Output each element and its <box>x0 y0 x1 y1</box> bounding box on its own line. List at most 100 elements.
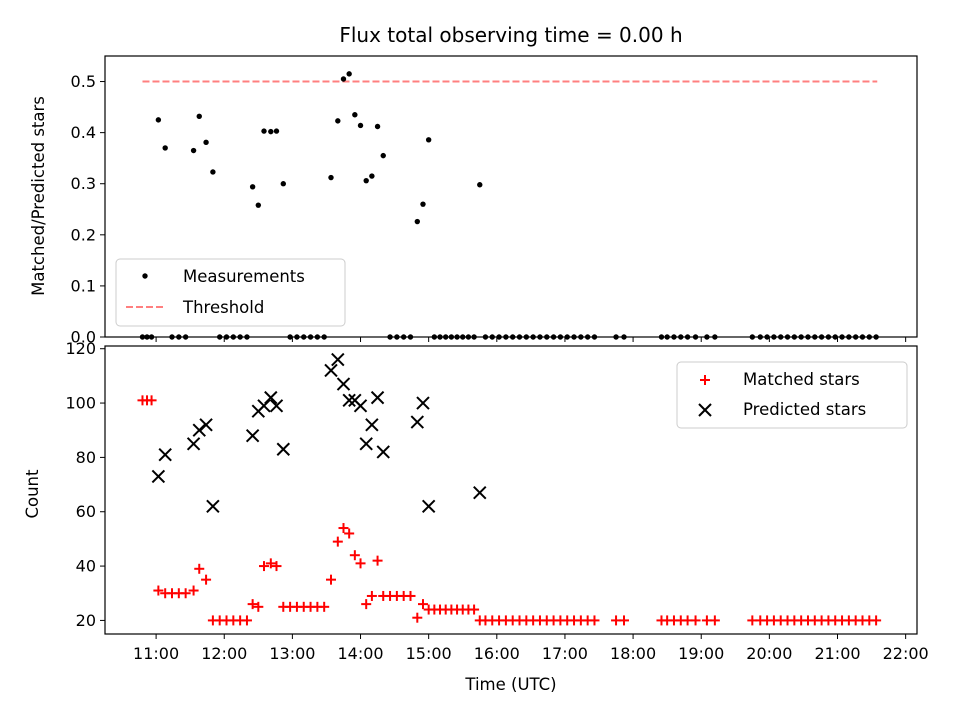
measurement-point <box>162 145 168 151</box>
predicted-star-marker-b <box>473 486 487 500</box>
measurement-point <box>477 182 483 188</box>
predicted-star-marker <box>276 442 291 456</box>
matched-star-marker <box>338 523 349 534</box>
x-tick-label: 14:00 <box>337 644 383 663</box>
measurement-point <box>155 117 162 123</box>
x-tick-label: 18:00 <box>610 644 656 663</box>
predicted-star-marker <box>342 393 356 408</box>
top-y-tick-label: 0.3 <box>71 174 96 193</box>
predicted-star-marker-b <box>276 442 291 456</box>
bottom-plot-area <box>137 352 882 626</box>
chart-title: Flux total observing time = 0.00 h <box>339 23 682 47</box>
bottom-plot-frame <box>104 345 918 635</box>
matched-star-marker <box>258 561 269 572</box>
predicted-star-marker-b <box>336 377 351 391</box>
top-axes: 0.0 0.1 0.2 0.3 0.4 0.5 <box>71 55 918 347</box>
top-y-tick-label: 0.5 <box>71 72 96 91</box>
top-legend-box <box>115 258 346 327</box>
matched-star-marker <box>271 561 282 572</box>
predicted-star-marker-b <box>186 437 201 451</box>
bottom-legend: Matched stars Predicted stars <box>676 361 908 429</box>
measurement-point <box>273 128 280 134</box>
predicted-star-marker-b <box>199 418 213 432</box>
x-tick-label: 22:00 <box>883 644 929 663</box>
legend-label-matched-stars: Matched stars <box>743 370 860 389</box>
measurement-point <box>210 169 216 175</box>
predicted-star-marker <box>370 390 385 405</box>
measurement-point <box>280 181 286 187</box>
predicted-star-marker <box>365 418 379 432</box>
matched-star-marker <box>344 528 355 539</box>
bottom-y-tick-label: 120 <box>65 339 96 358</box>
top-y-axis-label: Matched/Predicted stars <box>29 96 48 296</box>
top-y-tick-label: 0.0 <box>71 328 96 347</box>
measurement-point <box>255 202 262 208</box>
top-y-tick-label: 0.1 <box>71 276 96 295</box>
matched-star-marker <box>871 615 882 626</box>
legend-marker-predicted-stars <box>698 403 712 417</box>
predicted-star-marker <box>376 445 390 459</box>
predicted-star-marker-b <box>370 390 385 405</box>
predicted-star-marker <box>264 390 278 405</box>
predicted-star-marker <box>416 396 430 410</box>
predicted-star-marker <box>151 469 166 484</box>
predicted-star-marker-b <box>376 445 390 459</box>
x-tick-label: 20:00 <box>746 644 792 663</box>
x-tick-label: 13:00 <box>269 644 315 663</box>
matched-star-marker <box>618 615 629 626</box>
predicted-star-marker-b <box>264 390 278 405</box>
legend-marker-measurements <box>142 273 148 279</box>
predicted-star-marker <box>473 486 487 500</box>
matched-star-marker <box>180 588 191 599</box>
measurement-point <box>249 184 256 190</box>
matched-star-marker <box>589 615 600 626</box>
x-tick-label: 12:00 <box>201 644 247 663</box>
predicted-star-marker-b <box>151 469 166 484</box>
bottom-y-tick-label: 100 <box>65 394 96 413</box>
bottom-y-tick-label: 60 <box>76 502 96 521</box>
predicted-star-marker <box>353 399 368 413</box>
bottom-y-axis-label: Count <box>23 469 42 519</box>
measurement-point <box>420 201 426 207</box>
predicted-star-marker <box>158 447 172 462</box>
predicted-star-marker <box>206 499 220 514</box>
measurement-point <box>335 118 341 124</box>
bottom-legend-box <box>676 361 908 429</box>
measurement-point <box>203 139 209 146</box>
predicted-star-marker <box>186 437 201 451</box>
measurement-point <box>268 128 274 135</box>
legend-label-predicted-stars: Predicted stars <box>743 400 866 419</box>
matched-star-marker <box>153 585 164 596</box>
measurement-point <box>363 177 369 184</box>
measurement-point <box>196 113 202 119</box>
matched-star-marker <box>355 558 366 569</box>
x-tick-label: 21:00 <box>814 644 860 663</box>
matched-star-marker <box>372 555 383 566</box>
measurement-point <box>352 112 358 118</box>
predicted-star-marker-b <box>206 499 220 514</box>
top-legend: Measurements Threshold <box>115 258 346 327</box>
legend-label-measurements: Measurements <box>183 267 305 286</box>
top-y-tick-label: 0.2 <box>71 225 96 244</box>
x-tick-label: 19:00 <box>678 644 724 663</box>
matched-star-marker <box>349 550 360 561</box>
measurement-point <box>425 137 432 143</box>
matched-star-marker <box>690 615 701 626</box>
matched-star-marker <box>366 590 377 601</box>
bottom-axes: 20 40 60 80 100 120 11:00 12:00 13:00 14:00 15:00 1… <box>65 339 928 663</box>
x-axis-label: Time (UTC) <box>464 675 556 694</box>
measurement-point <box>374 123 381 130</box>
predicted-star-marker <box>359 437 373 451</box>
top-plot-frame <box>104 55 918 338</box>
predicted-star-marker <box>410 415 425 429</box>
predicted-star-marker-b <box>331 352 345 367</box>
matched-star-marker <box>405 590 416 601</box>
top-y-tick-label: 0.4 <box>71 123 96 142</box>
matched-star-marker <box>247 599 258 610</box>
predicted-star-marker-b <box>410 415 425 429</box>
bottom-y-tick-label: 40 <box>76 557 96 576</box>
matched-star-marker <box>412 612 423 623</box>
measurement-point <box>346 71 352 77</box>
predicted-star-marker-b <box>359 437 373 451</box>
predicted-star-marker <box>245 428 260 443</box>
